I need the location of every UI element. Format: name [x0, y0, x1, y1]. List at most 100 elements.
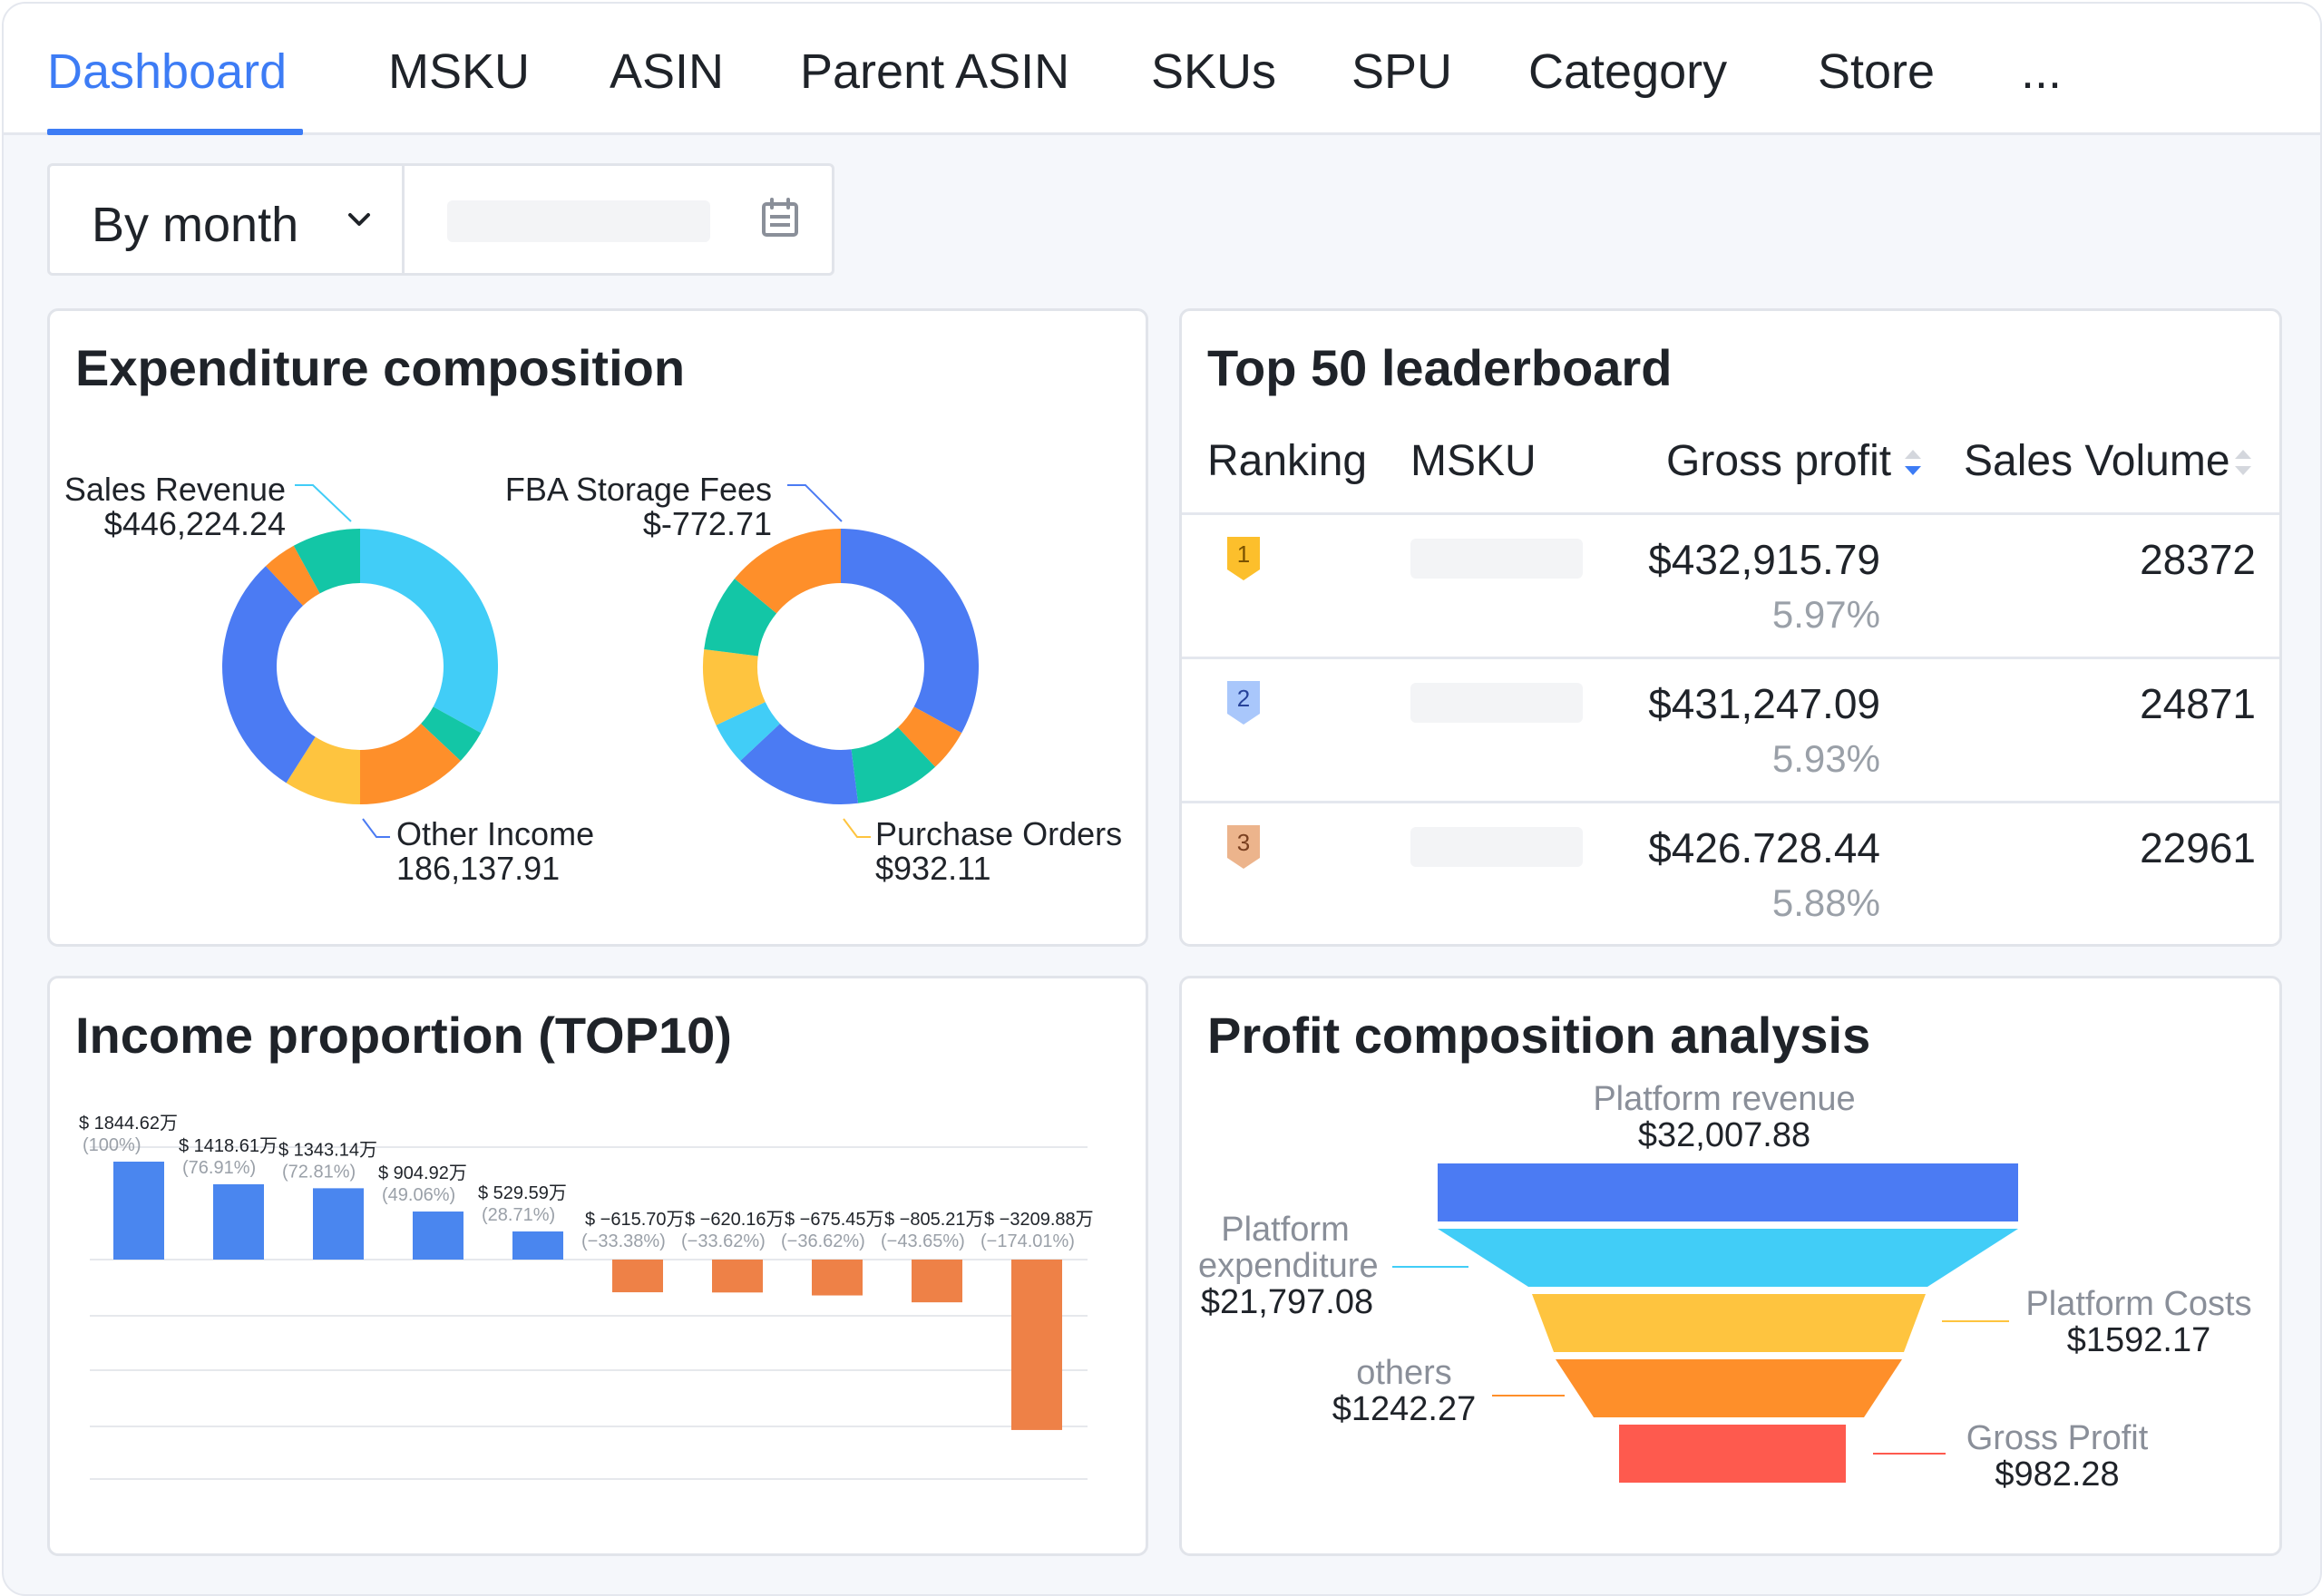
rank-bronze-badge-icon: 3 [1227, 825, 1260, 869]
rank-silver-badge-icon: 2 [1227, 681, 1260, 725]
others-value: $1242.27 [1332, 1390, 1477, 1428]
leaderboard-row-3[interactable]: 3 $426.728.44 5.88% 22961 [1182, 803, 2279, 944]
gross-profit-percent: 5.93% [1771, 737, 1880, 780]
tab-asin[interactable]: ASIN [610, 44, 725, 99]
leaderboard-title: Top 50 leaderboard [1207, 339, 1673, 396]
income-bar-amount-label: $ 1844.62万 [79, 1114, 178, 1134]
leaderboard-row-2[interactable]: 2 $431,247.09 5.93% 24871 [1182, 659, 2279, 801]
income-bar-percent-label: (49.06%) [382, 1185, 455, 1205]
donut-2-segment [703, 648, 766, 725]
sales-revenue-label: Sales Revenue [63, 471, 286, 508]
header-msku: MSKU [1410, 437, 1537, 485]
gross-profit-percent: 5.88% [1771, 881, 1880, 924]
calendar-icon[interactable] [760, 197, 800, 238]
sales-volume-value: 28372 [2140, 536, 2256, 583]
gross-profit-value: $432,915.79 [1648, 536, 1880, 583]
tab-more[interactable]: ... [2021, 44, 2063, 99]
donut-2-segment [716, 702, 780, 762]
gross-profit-value: $431,247.09 [1648, 680, 1880, 727]
income-bar [213, 1183, 264, 1260]
expenditure-donuts [221, 484, 979, 838]
income-title: Income proportion (TOP10) [75, 1007, 732, 1064]
income-bar-amount-label: $ −615.70万 [585, 1210, 685, 1230]
income-bar-percent-label: (−36.62%) [781, 1231, 865, 1251]
platform-expenditure-label-1: Platform [1221, 1211, 1350, 1249]
platform-costs-value: $1592.17 [2066, 1321, 2211, 1359]
date-input[interactable] [447, 200, 710, 242]
msku-value [1410, 539, 1583, 579]
gross-profit-funnel-value: $982.28 [1995, 1455, 2120, 1494]
income-bar-amount-label: $ −805.21万 [884, 1210, 984, 1230]
expenditure-title: Expenditure composition [75, 339, 686, 396]
leaderboard-row-1[interactable]: 1 $432,915.79 5.97% 28372 [1182, 515, 2279, 657]
header-ranking: Ranking [1207, 437, 1368, 485]
platform-revenue-label: Platform revenue [1593, 1080, 1856, 1118]
income-bar [113, 1162, 164, 1260]
other-income-label: Other Income [396, 815, 595, 852]
income-bar [612, 1260, 663, 1293]
income-bar [1011, 1260, 1062, 1430]
tab-parent-asin[interactable]: Parent ASIN [800, 44, 1070, 99]
donut-1-segment [421, 706, 482, 762]
header-gross-profit[interactable]: Gross profit [1666, 437, 1892, 485]
income-bar-percent-label: (−43.65%) [881, 1231, 965, 1251]
tab-bar: Dashboard MSKU ASIN Parent ASIN SKUs SPU… [4, 4, 2320, 135]
sort-gross-profit-icon[interactable] [1902, 447, 1924, 480]
svg-text:2: 2 [1237, 685, 1250, 712]
income-bar [413, 1212, 463, 1260]
tab-category[interactable]: Category [1528, 44, 1728, 99]
donut-2-segment [734, 529, 841, 614]
donut-2-segment [897, 706, 962, 767]
tab-msku[interactable]: MSKU [388, 44, 531, 99]
active-tab-indicator [47, 129, 303, 135]
period-select[interactable]: By month [50, 166, 405, 273]
rank-gold-badge-icon: 1 [1227, 537, 1260, 580]
income-bar-percent-label: (−33.62%) [681, 1231, 766, 1251]
platform-expenditure-label-2: expenditure [1198, 1247, 1379, 1285]
purchase-orders-value: $932.11 [875, 850, 991, 887]
period-select-label: By month [92, 198, 299, 252]
income-bar-amount-label: $ −3209.88万 [984, 1210, 1094, 1230]
income-bar-amount-label: $ −620.16万 [685, 1210, 785, 1230]
sales-volume-value: 24871 [2140, 680, 2256, 727]
income-bar [912, 1260, 962, 1303]
sales-volume-value: 22961 [2140, 824, 2256, 871]
header-sales-volume[interactable]: Sales Volume [1964, 437, 2230, 485]
income-bar-chart: $ 1844.62万(100%) $ 1418.61万(76.91%) $ 1343… [79, 1114, 1094, 1480]
gross-profit-percent: 5.97% [1771, 593, 1880, 636]
funnel-stage [1532, 1294, 1926, 1352]
income-bar-percent-label: (28.71%) [482, 1205, 555, 1225]
sort-sales-volume-icon[interactable] [2232, 447, 2254, 480]
donut-2-segment [704, 579, 777, 657]
income-bar-amount-label: $ 1343.14万 [278, 1140, 377, 1160]
sales-revenue-value: $446,224.24 [103, 505, 286, 542]
income-bar-amount-label: $ 1418.61万 [179, 1136, 278, 1156]
donut-1-segment [221, 566, 316, 783]
income-bar [512, 1231, 563, 1260]
profit-funnel-chart [1392, 1163, 2018, 1483]
funnel-stage [1438, 1229, 2018, 1287]
svg-text:3: 3 [1237, 829, 1250, 856]
fba-storage-label: FBA Storage Fees [504, 471, 772, 508]
fba-storage-value: $-772.71 [642, 505, 772, 542]
income-bar-amount-label: $ 529.59万 [478, 1183, 567, 1203]
income-card: Income proportion (TOP10) $ 1844.62万 (100… [47, 976, 1148, 1556]
msku-value [1410, 827, 1583, 867]
tab-store[interactable]: Store [1818, 44, 1936, 99]
tab-dashboard[interactable]: Dashboard [47, 44, 288, 99]
profit-card: Profit composition analysis Platform rev… [1179, 976, 2282, 1556]
donut-1-segment [360, 723, 461, 804]
income-bar [712, 1260, 763, 1293]
income-bar-percent-label: (100%) [83, 1135, 141, 1155]
tab-skus[interactable]: SKUs [1151, 44, 1277, 99]
msku-value [1410, 683, 1583, 723]
income-bar-percent-label: (−174.01%) [981, 1231, 1075, 1251]
purchase-orders-label: Purchase Orders [875, 815, 1123, 852]
funnel-stage [1438, 1163, 2018, 1221]
income-bar-percent-label: (72.81%) [282, 1162, 356, 1182]
other-income-value: 186,137.91 [396, 850, 561, 887]
income-bar-percent-label: (76.91%) [182, 1158, 256, 1178]
donut-2-segment [841, 529, 979, 734]
tab-spu[interactable]: SPU [1351, 44, 1453, 99]
